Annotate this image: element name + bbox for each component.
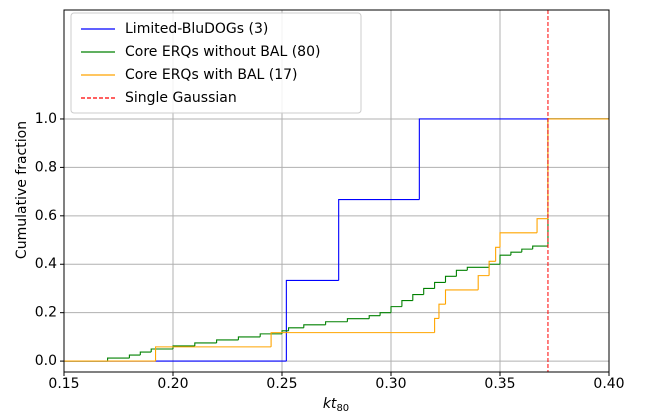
- step-segment: [510, 251, 522, 256]
- step-segment: [495, 246, 500, 262]
- step-segment: [438, 303, 446, 319]
- step-segment: [216, 339, 239, 343]
- step-segment: [287, 327, 304, 331]
- step-segment: [155, 346, 272, 362]
- step-segment: [338, 199, 420, 281]
- step-segment: [346, 318, 370, 322]
- x-tick-label: 0.15: [48, 376, 79, 392]
- step-segment: [285, 279, 339, 362]
- legend-label: Single Gaussian: [125, 90, 237, 106]
- step-segment: [466, 266, 490, 271]
- legend-box: [70, 12, 362, 114]
- legend-label: Limited-BluDOGs (3): [125, 21, 268, 37]
- x-tick-label: 0.30: [375, 376, 406, 392]
- step-segment: [325, 321, 348, 325]
- step-segment: [434, 281, 446, 289]
- step-segment: [259, 333, 282, 337]
- step-segment: [303, 324, 326, 328]
- step-segment: [139, 351, 152, 356]
- step-segment: [150, 348, 173, 353]
- step-segment: [434, 317, 439, 333]
- x-axis-label: kt80: [323, 396, 349, 414]
- y-tick-label: 1.0: [35, 111, 57, 127]
- step-segment: [401, 300, 413, 307]
- step-segment: [412, 293, 424, 301]
- step-segment: [237, 336, 261, 340]
- legend-label: Core ERQs with BAL (17): [125, 67, 298, 83]
- x-label-main: kt: [323, 396, 337, 412]
- step-segment: [368, 315, 381, 319]
- step-segment: [455, 269, 468, 277]
- step-segment: [536, 218, 548, 233]
- step-segment: [477, 275, 490, 290]
- y-tick-label: 0.4: [35, 256, 57, 272]
- y-tick-label: 0.0: [35, 353, 57, 369]
- legend-label: Core ERQs without BAL (80): [125, 44, 320, 60]
- y-tick-label: 0.6: [35, 208, 57, 224]
- step-segment: [107, 357, 130, 362]
- x-tick-label: 0.40: [593, 376, 624, 392]
- step-segment: [379, 312, 391, 316]
- y-tick-label: 0.8: [35, 159, 57, 175]
- x-tick-label: 0.20: [157, 376, 188, 392]
- y-axis-label: Cumulative fraction: [14, 121, 30, 259]
- step-segment: [547, 118, 609, 219]
- y-tick-label: 0.2: [35, 305, 57, 321]
- step-segment: [390, 306, 402, 313]
- step-segment: [499, 232, 538, 248]
- step-segment: [521, 248, 533, 253]
- x-tick-label: 0.25: [266, 376, 297, 392]
- x-tick-label: 0.35: [484, 376, 515, 392]
- step-segment: [423, 287, 435, 295]
- step-segment: [194, 342, 217, 346]
- step-segment: [418, 118, 609, 200]
- step-segment: [532, 245, 548, 250]
- step-segment: [444, 289, 479, 305]
- step-segment: [499, 254, 511, 265]
- step-segment: [488, 260, 496, 276]
- step-segment: [547, 118, 609, 247]
- step-segment: [128, 354, 141, 359]
- step-segment: [488, 263, 500, 268]
- step-segment: [444, 275, 457, 283]
- step-segment: [172, 345, 195, 349]
- x-label-sub: 80: [336, 403, 349, 414]
- plot-frame: [63, 9, 610, 373]
- step-segment: [270, 332, 435, 347]
